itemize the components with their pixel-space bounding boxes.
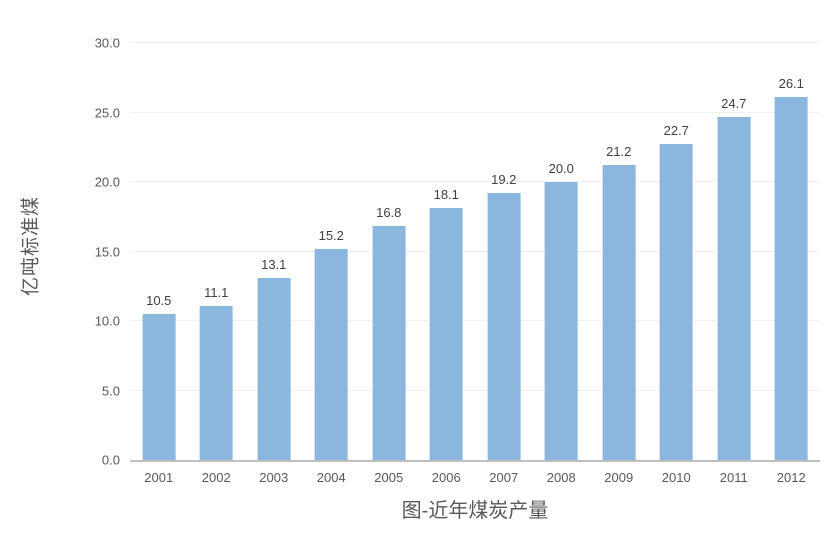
bar-value-label: 20.0	[548, 161, 574, 176]
x-axis-label-2006: 2006	[431, 470, 461, 485]
bar-value-label: 24.7	[721, 95, 747, 111]
y-tick-label: 0.0	[101, 452, 120, 468]
bar-2005	[372, 226, 406, 460]
bar-2004	[314, 248, 348, 460]
bar-slot: 11.1	[188, 43, 246, 460]
chart-title: 图-近年煤炭产量	[401, 500, 549, 522]
bar-2001	[142, 314, 176, 460]
x-axis-label-2008: 2008	[546, 470, 576, 485]
bar-2010	[659, 144, 693, 460]
bar-slot: 26.1	[763, 43, 821, 460]
x-axis-labels: 2001 2002 2003 2004 2005 2006 2007 2008 2009 2010…	[130, 470, 820, 485]
gridline	[130, 250, 820, 252]
y-axis-ticks: 0.0 5.0 10.0 15.0 20.0 25.0 30.0	[0, 36, 120, 468]
bar-value-label: 26.1	[778, 76, 804, 92]
bar-value-label: 19.2	[491, 172, 517, 188]
x-axis-label-2010: 2010	[661, 470, 691, 485]
gridline	[130, 389, 820, 391]
bar-2007	[487, 193, 521, 460]
x-axis-label-2009: 2009	[604, 470, 634, 485]
bar-value-label: 13.1	[261, 256, 287, 272]
x-axis-label-2011: 2011	[719, 470, 748, 485]
bar-slot: 19.2	[475, 43, 533, 460]
bar-2008	[544, 182, 578, 460]
bar-slot: 10.5	[130, 43, 188, 460]
x-axis-label-2001: 2001	[144, 470, 174, 485]
bar-value-label: 11.1	[204, 284, 229, 300]
gridline	[130, 42, 820, 43]
bar-slot: 16.8	[360, 43, 418, 460]
bar-2002	[199, 305, 233, 460]
y-tick-label: 20.0	[94, 174, 120, 190]
y-tick-label: 15.0	[94, 244, 120, 259]
y-tick-label: 30.0	[94, 35, 120, 51]
bar-slot: 13.1	[245, 43, 303, 460]
bar-series: 10.5 11.1 13.1 15.2 16.8 18.1 19.2 20.0 21.2 22.7…	[130, 43, 820, 460]
bar-slot: 24.7	[705, 43, 763, 460]
y-tick-label: 25.0	[94, 105, 120, 120]
bar-slot: 22.7	[648, 43, 706, 460]
x-axis-label-2007: 2007	[489, 470, 519, 485]
x-axis-label-2005: 2005	[374, 470, 404, 485]
plot-area: 10.5 11.1 13.1 15.2 16.8 18.1 19.2 20.0 21.2 22.7…	[130, 42, 820, 462]
bar-slot: 15.2	[303, 43, 361, 460]
y-tick-label: 5.0	[101, 383, 120, 399]
bar-slot: 21.2	[590, 43, 648, 460]
bar-value-label: 22.7	[663, 123, 689, 139]
x-axis-label-2003: 2003	[259, 470, 289, 485]
gridline	[130, 111, 820, 113]
y-tick-label: 10.0	[94, 313, 120, 329]
bar-value-label: 18.1	[433, 187, 459, 203]
x-axis-label-2012: 2012	[776, 470, 806, 485]
x-axis-label-2004: 2004	[316, 470, 346, 485]
bar-value-label: 16.8	[376, 205, 402, 221]
bar-2006	[429, 208, 463, 460]
bar-value-label: 15.2	[318, 227, 344, 243]
bar-slot: 20.0	[533, 43, 591, 460]
bar-2003	[257, 277, 291, 460]
bar-2011	[717, 116, 751, 460]
bar-slot: 18.1	[418, 43, 476, 460]
gridline	[130, 320, 820, 322]
bar-2009	[602, 165, 636, 460]
bar-value-label: 10.5	[146, 293, 172, 309]
gridline	[130, 181, 820, 183]
x-axis-label-2002: 2002	[201, 470, 231, 485]
bar-value-label: 21.2	[606, 144, 632, 160]
bar-2012	[774, 97, 808, 460]
